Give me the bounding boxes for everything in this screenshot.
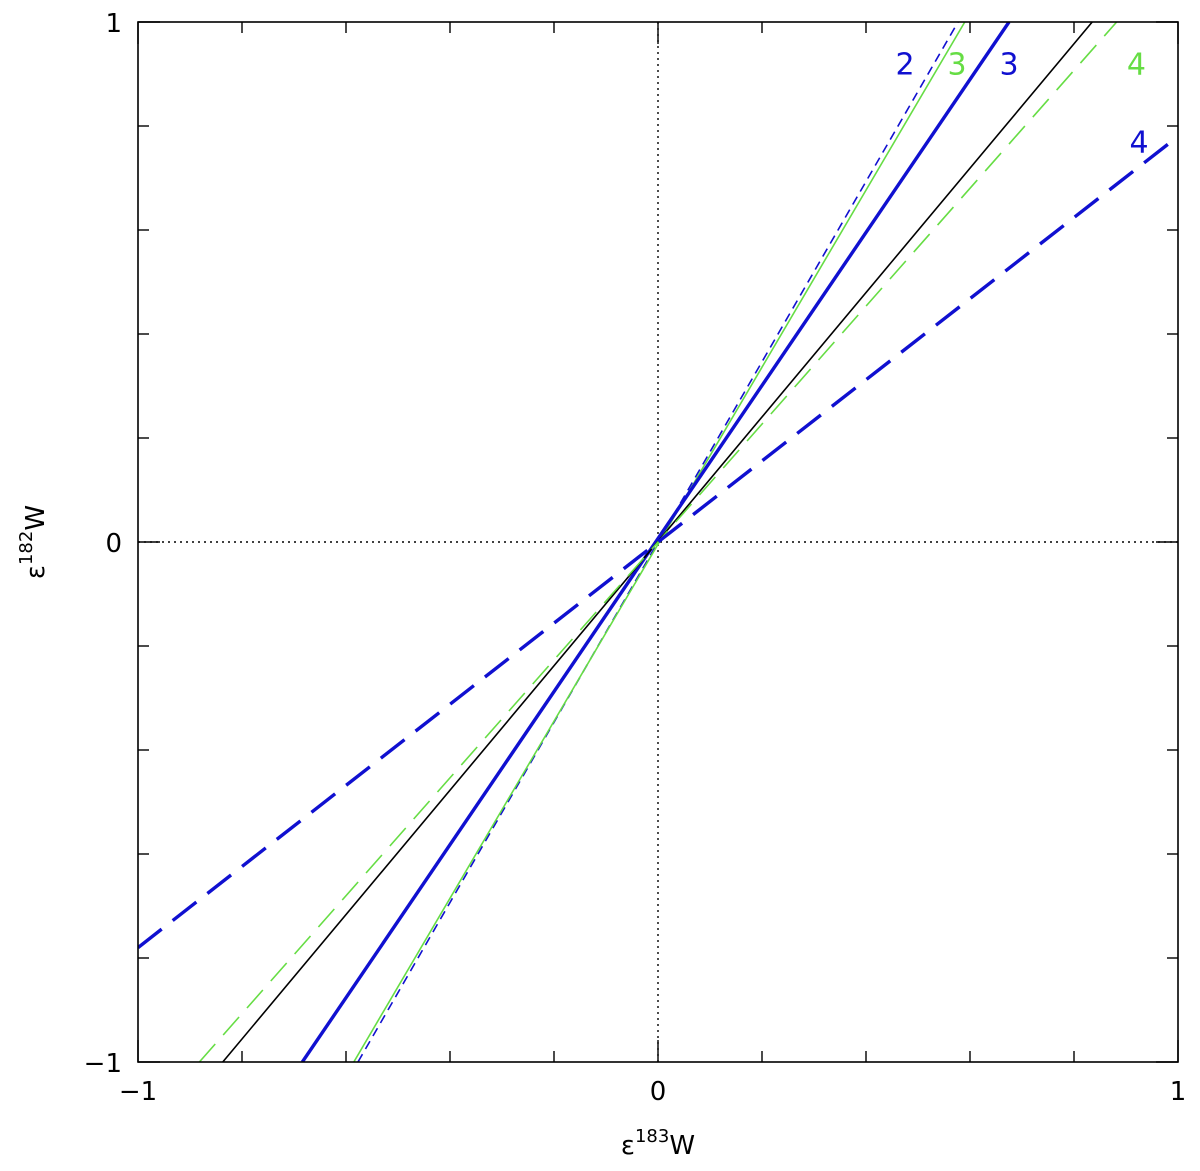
x-tick-label: 0 xyxy=(650,1077,667,1107)
y-axis-label: ε182W xyxy=(16,505,51,579)
curve-label-3: 3 xyxy=(999,48,1018,83)
curve-label-1: 2 xyxy=(895,48,914,83)
x-tick-label: 1 xyxy=(1170,1077,1187,1107)
y-tick-label: 1 xyxy=(105,9,122,39)
curve-label-4: 4 xyxy=(1127,48,1146,83)
y-tick-label: 0 xyxy=(105,529,122,559)
curve-label-2: 3 xyxy=(947,48,966,83)
curve-label-5: 4 xyxy=(1129,126,1148,161)
series-lines xyxy=(138,22,1178,1062)
y-tick-label: −1 xyxy=(84,1049,122,1079)
axis-text: −1 0 1 −1 0 1 ε183W ε182W xyxy=(16,9,1186,1161)
axis-ticks xyxy=(137,21,1179,1063)
x-tick-label: −1 xyxy=(119,1077,157,1107)
curve-labels: 2 3 3 44 xyxy=(895,48,1148,161)
series-line-5 xyxy=(198,22,1118,1062)
x-axis-label: ε183W xyxy=(621,1126,695,1161)
series-line-3 xyxy=(300,22,1011,1062)
